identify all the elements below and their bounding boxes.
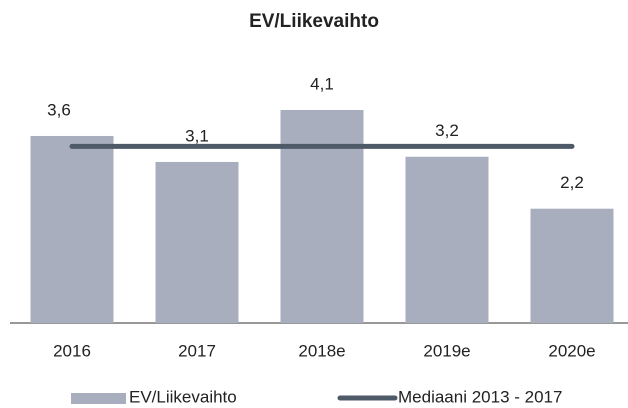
x-tick-label: 2020e: [548, 341, 595, 360]
bar: [530, 208, 614, 323]
legend-swatch: [71, 393, 126, 404]
legend-label: EV/Liikevaihto: [129, 387, 237, 406]
bar: [155, 161, 239, 323]
bar: [405, 156, 489, 323]
x-tick-label: 2018e: [298, 341, 345, 360]
bar: [280, 110, 364, 323]
x-tick-label: 2019e: [423, 341, 470, 360]
value-label: 3,6: [47, 100, 71, 119]
value-label: 3,1: [185, 126, 209, 145]
value-label: 4,1: [310, 74, 334, 93]
value-label: 2,2: [560, 173, 584, 192]
legend-label: Mediaani 2013 - 2017: [398, 387, 562, 406]
chart-title: EV/Liikevaihto: [249, 11, 379, 32]
x-tick-label: 2016: [53, 341, 91, 360]
value-label: 3,2: [435, 121, 459, 140]
x-tick-label: 2017: [178, 341, 216, 360]
bar: [30, 135, 114, 323]
